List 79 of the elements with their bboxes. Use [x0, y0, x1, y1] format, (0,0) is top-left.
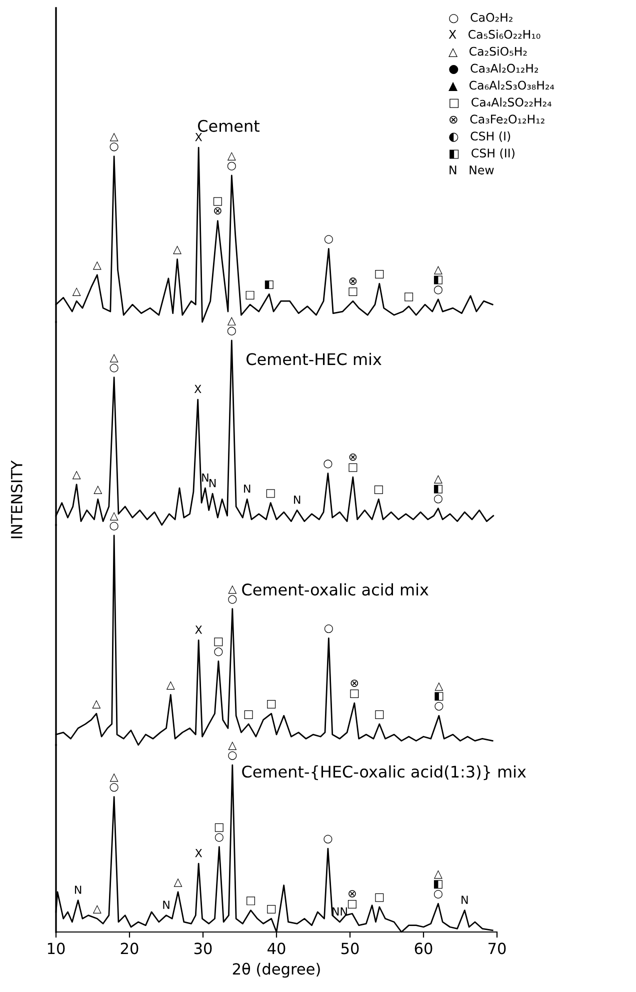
annotation: N: [209, 479, 216, 488]
annotation: □ ⊗: [213, 197, 222, 215]
x-tick-label: 40: [268, 942, 286, 954]
annotation: N: [244, 484, 250, 493]
annotation: □ ○: [214, 823, 224, 842]
annotation: △: [94, 486, 102, 494]
annotation: △: [92, 905, 102, 914]
annotation: N: [202, 474, 208, 482]
annotation: □: [375, 270, 384, 279]
annotation: ⊗ □: [348, 890, 356, 909]
annotation: △ ○: [110, 354, 118, 372]
annotation: △ ○: [228, 585, 237, 604]
annotation: □: [246, 896, 256, 906]
x-tick-label: 70: [488, 942, 506, 954]
annotation: □: [267, 905, 276, 914]
text: ○ CaO₂H₂: [449, 12, 512, 24]
annotation: N: [163, 900, 170, 909]
x-tick-label: 10: [48, 942, 65, 954]
text: ● Ca₃Al₂O₁₂H₂: [449, 64, 538, 74]
text: ◐ CSH (I): [449, 131, 510, 142]
annotation: ○: [324, 624, 333, 634]
annotation: △ ○: [227, 316, 236, 336]
annotation: ◧ CSH (II): [450, 148, 514, 159]
x-tick-label: 30: [194, 942, 212, 954]
text: Cement-HEC mix: [246, 352, 382, 366]
annotation: △ ◧ ○: [434, 870, 442, 899]
chart-title: Cement: [198, 120, 260, 132]
annotation: □: [374, 486, 383, 494]
annotation: ◧: [264, 280, 274, 289]
text: △ Ca₂SiO₅H₂: [448, 46, 527, 58]
annotation: N New: [450, 166, 494, 174]
annotation: X: [194, 384, 202, 394]
annotation: □: [375, 893, 384, 902]
annotation: △ ○: [110, 132, 118, 152]
text: □ Ca₄Al₂SO₂₂H₂₄: [450, 97, 552, 108]
annotation: △: [166, 681, 175, 690]
annotation: ○: [324, 460, 332, 468]
annotation: □: [244, 710, 253, 719]
annotation: N: [294, 496, 300, 504]
annotation: △ ○: [110, 773, 118, 792]
annotation: □: [404, 292, 414, 302]
annotation: △ ◧ ○: [434, 474, 442, 504]
annotation: △: [92, 261, 102, 270]
annotation: ⊗ □: [350, 680, 359, 698]
text: X Ca₅Si₆O₂₂H₁₀: [448, 30, 540, 39]
annotation: ⊗ □: [348, 453, 358, 472]
annotation: △: [174, 878, 182, 887]
x-tick-label: 60: [414, 942, 432, 954]
annotation: ○: [324, 834, 332, 844]
annotation: △: [92, 700, 101, 708]
chart-title: Cement-{HEC-oxalic acid(1:3)} mix: [242, 765, 526, 780]
annotation: △: [72, 470, 81, 480]
annotation: □ ○: [214, 638, 223, 656]
text: ▲ Ca₆Al₂S₃O₃₈H₂₄: [448, 80, 554, 91]
annotation: □: [266, 489, 275, 498]
annotation: △ ○: [110, 512, 118, 530]
annotation: △: [173, 246, 182, 254]
annotation: ⊗ □: [348, 278, 358, 296]
annotation: □: [246, 290, 254, 300]
y-axis-title: INTENSITY: [10, 460, 22, 538]
annotation: N: [74, 886, 82, 894]
annotation: □: [375, 710, 384, 719]
annotation: △: [72, 287, 81, 296]
annotation: △ ○: [228, 742, 237, 760]
annotation: X: [195, 626, 202, 634]
x-axis-title: 2θ (degree): [232, 962, 320, 978]
text: ⊗ Ca₃Fe₂O₁₂H₁₂: [450, 114, 544, 124]
annotation: X: [195, 848, 202, 858]
annotation: NN: [332, 907, 347, 916]
text: Cement-oxalic acid mix: [242, 583, 428, 596]
annotation: X: [195, 132, 202, 142]
annotation: △ ◧ ○: [434, 266, 442, 294]
annotation: ○: [324, 235, 333, 244]
annotation: △ ○: [227, 152, 236, 170]
annotation: N: [462, 896, 468, 904]
x-tick-label: 20: [120, 942, 138, 954]
annotation: □: [267, 700, 276, 708]
x-tick-label: 50: [341, 942, 359, 954]
annotation: △ ◧ ○: [434, 682, 444, 711]
